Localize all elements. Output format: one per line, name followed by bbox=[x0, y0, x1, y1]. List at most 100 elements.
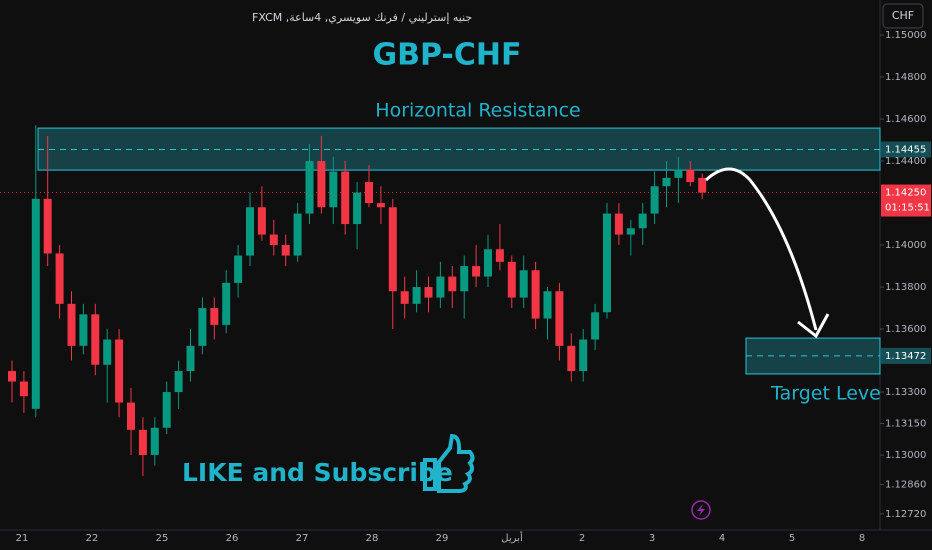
candle-body bbox=[138, 429, 147, 456]
candle-body bbox=[603, 213, 611, 313]
plot bbox=[0, 125, 881, 477]
candle-body bbox=[400, 291, 409, 304]
candle-body bbox=[686, 169, 695, 183]
x-tick-label: أبريل bbox=[501, 531, 523, 544]
forecast-arrow bbox=[704, 167, 818, 331]
thumb-cuff bbox=[423, 458, 437, 491]
candle-body bbox=[8, 371, 16, 382]
price-label: 1.14455 bbox=[885, 145, 926, 156]
candle-body bbox=[365, 182, 373, 204]
x-tick-label: 8 bbox=[859, 533, 865, 544]
candle-body bbox=[31, 198, 40, 409]
candle-body bbox=[519, 270, 528, 298]
y-tick-label: 1.13000 bbox=[885, 450, 926, 461]
y-tick-label: 1.13600 bbox=[885, 324, 926, 335]
forecast-arrowhead bbox=[797, 313, 830, 339]
currency-button-label[interactable]: CHF bbox=[892, 9, 914, 22]
symbol: جنيه إسترليني / فرنك سويسري, 4ساعة, FXCM bbox=[252, 11, 472, 24]
candle-body bbox=[353, 192, 362, 225]
candle-body bbox=[555, 291, 564, 346]
candle-body bbox=[127, 402, 135, 430]
price-label-bg bbox=[881, 141, 931, 158]
candle-body bbox=[43, 198, 52, 254]
candle-body bbox=[484, 249, 492, 277]
candle-body bbox=[281, 245, 290, 256]
thumb-hand bbox=[437, 433, 475, 493]
y-tick-label: 1.15000 bbox=[885, 30, 926, 41]
candle-body bbox=[293, 213, 302, 256]
candle-body bbox=[305, 161, 314, 214]
y-tick-label: 1.12860 bbox=[885, 479, 926, 490]
candle-body bbox=[567, 345, 576, 372]
candle-body bbox=[55, 253, 64, 304]
x-tick-label: 29 bbox=[436, 533, 449, 544]
y-tick-label: 1.13150 bbox=[885, 419, 926, 430]
candle-body bbox=[436, 276, 445, 298]
x-tick-label: 22 bbox=[86, 533, 99, 544]
y-tick-label: 1.14600 bbox=[885, 114, 926, 125]
candle-body bbox=[472, 266, 481, 277]
event-icon[interactable] bbox=[691, 500, 711, 520]
candle-body bbox=[424, 287, 433, 298]
candle-body bbox=[376, 203, 385, 208]
x-tick-label: 4 bbox=[719, 533, 725, 544]
candle-body bbox=[626, 228, 635, 235]
candle-body bbox=[412, 287, 421, 304]
y-tick-label: 1.14800 bbox=[885, 72, 926, 83]
candle-body bbox=[460, 266, 469, 292]
candle-body bbox=[79, 314, 88, 346]
candle-body bbox=[698, 177, 707, 193]
candle-body bbox=[246, 207, 254, 256]
candle-body bbox=[269, 234, 278, 246]
thumb-icon bbox=[423, 433, 475, 493]
resistance-label: Horizontal Resistance bbox=[375, 100, 580, 122]
y-tick-label: 1.14000 bbox=[885, 240, 926, 251]
y-tick-label: 1.14400 bbox=[885, 156, 926, 167]
candle-body bbox=[579, 339, 588, 372]
x-tick-label: 21 bbox=[16, 533, 29, 544]
y-tick-label: 1.13300 bbox=[885, 387, 926, 398]
x-tick-label: 26 bbox=[226, 533, 239, 544]
target-label: Target Leve bbox=[770, 383, 881, 405]
candle-body bbox=[91, 314, 100, 365]
candle-body bbox=[662, 177, 671, 187]
x-tick-label: 5 bbox=[789, 533, 795, 544]
last-price-label: 1.14250 bbox=[885, 188, 926, 199]
candle-body bbox=[19, 381, 28, 397]
candle-body bbox=[67, 303, 76, 346]
candle-body bbox=[329, 171, 338, 208]
candle-body bbox=[198, 308, 207, 346]
candle-body bbox=[317, 161, 326, 208]
candle-body bbox=[222, 282, 231, 325]
last-price-bg bbox=[881, 184, 931, 217]
candle-body bbox=[186, 345, 195, 372]
price-label: 1.13472 bbox=[885, 351, 926, 362]
candle-body bbox=[448, 276, 457, 292]
candle-body bbox=[543, 291, 552, 319]
candle-body bbox=[115, 339, 124, 403]
price-label-bg bbox=[881, 347, 931, 364]
candle-body bbox=[650, 186, 659, 214]
y-tick-label: 1.13800 bbox=[885, 282, 926, 293]
candle-body bbox=[174, 371, 183, 393]
x-tick-label: 25 bbox=[156, 533, 169, 544]
candle-body bbox=[638, 213, 647, 229]
candle-body bbox=[495, 249, 504, 262]
candle-body bbox=[674, 169, 683, 178]
candle-body bbox=[257, 207, 266, 235]
candle-body bbox=[591, 312, 600, 340]
candle-body bbox=[150, 427, 159, 456]
chart-title: GBP-CHF bbox=[372, 38, 521, 73]
candle-body bbox=[162, 392, 171, 428]
cta-text: LIKE and Subscribe bbox=[182, 458, 453, 487]
candle-body bbox=[341, 171, 350, 225]
x-tick-label: 27 bbox=[296, 533, 309, 544]
candle-body bbox=[234, 255, 243, 283]
candle-body bbox=[103, 339, 112, 365]
currency-button[interactable] bbox=[882, 3, 924, 29]
x-tick-label: 3 bbox=[649, 533, 655, 544]
countdown: 01:15:51 bbox=[885, 203, 930, 214]
candle-body bbox=[614, 213, 623, 235]
y-tick-label: 1.12720 bbox=[885, 509, 926, 520]
